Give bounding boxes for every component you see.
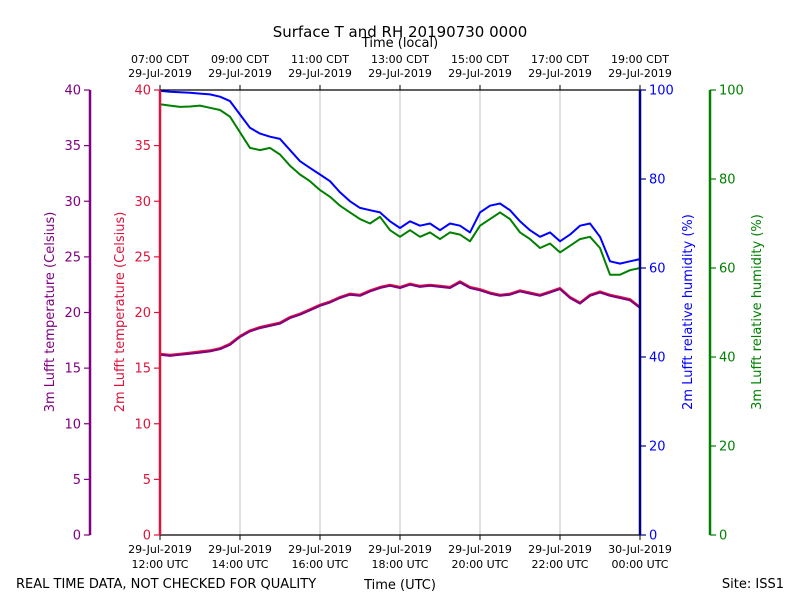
top-tick-date: 29-Jul-2019: [288, 67, 352, 80]
top-tick-date: 29-Jul-2019: [368, 67, 432, 80]
t3m-tick-label: 20: [64, 306, 81, 321]
top-tick-time: 07:00 CDT: [131, 53, 189, 66]
top-tick-time: 15:00 CDT: [451, 53, 509, 66]
bottom-tick-time: 00:00 UTC: [611, 558, 668, 571]
rh3m-tick-label: 20: [719, 440, 736, 455]
t3m-tick-label: 0: [73, 529, 81, 544]
rh2m-tick-label: 0: [649, 529, 657, 544]
t3m-tick-label: 5: [73, 473, 81, 488]
bottom-tick-time: 16:00 UTC: [291, 558, 348, 571]
rh2m-series-line: [159, 89, 641, 265]
rh2m-tick-label: 40: [649, 351, 666, 366]
t3m-series-line: [159, 281, 641, 357]
rh2m-tick-label: 20: [649, 440, 666, 455]
axes-layer: 29-Jul-2019 12:00 UTC 29-Jul-2019 14:00 UTC…: [64, 53, 743, 571]
top-tick-date: 29-Jul-2019: [128, 67, 192, 80]
rh3m-tick-label: 80: [719, 173, 736, 188]
rh2m-tick-label: 100: [649, 84, 674, 99]
top-axis-title: Time (local): [361, 36, 438, 51]
bottom-tick-date: 29-Jul-2019: [528, 543, 592, 556]
t3m-tick-label: 35: [64, 139, 81, 154]
rh3m-series-line: [159, 103, 641, 276]
bottom-axis-title: Time (UTC): [363, 578, 436, 593]
top-tick-date: 29-Jul-2019: [608, 67, 672, 80]
bottom-tick-date: 29-Jul-2019: [288, 543, 352, 556]
rh2m-tick-label: 80: [649, 173, 666, 188]
bottom-tick-time: 18:00 UTC: [371, 558, 428, 571]
chart-title: Surface T and RH 20190730 0000: [273, 23, 528, 41]
bottom-tick-date: 29-Jul-2019: [448, 543, 512, 556]
t2m-tick-label: 15: [134, 362, 151, 377]
t3m-tick-label: 40: [64, 84, 81, 99]
bottom-tick-date: 29-Jul-2019: [208, 543, 272, 556]
top-tick-date: 29-Jul-2019: [528, 67, 592, 80]
t2m-tick-label: 35: [134, 139, 151, 154]
top-tick-time: 17:00 CDT: [531, 53, 589, 66]
bottom-tick-time: 14:00 UTC: [211, 558, 268, 571]
t3m-tick-label: 30: [64, 195, 81, 210]
rh3m-tick-label: 60: [719, 262, 736, 277]
footer-site-label: Site: ISS1: [722, 577, 784, 592]
top-tick-date: 29-Jul-2019: [208, 67, 272, 80]
t3m-tick-label: 10: [64, 417, 81, 432]
t2m-tick-label: 30: [134, 195, 151, 210]
top-tick-time: 13:00 CDT: [371, 53, 429, 66]
t2m-tick-label: 5: [143, 473, 151, 488]
footer-quality-note: REAL TIME DATA, NOT CHECKED FOR QUALITY: [16, 577, 316, 592]
t2m-tick-label: 25: [134, 250, 151, 265]
t2m-tick-label: 0: [143, 529, 151, 544]
t3m-tick-label: 15: [64, 362, 81, 377]
t2m-tick-label: 40: [134, 84, 151, 99]
t3m-tick-label: 25: [64, 250, 81, 265]
bottom-tick-date: 29-Jul-2019: [368, 543, 432, 556]
series-layer: [159, 89, 641, 357]
t2m-axis-label: 2m Lufft temperature (Celsius): [113, 212, 128, 413]
rh3m-tick-label: 100: [719, 84, 744, 99]
rh2m-axis-label: 2m Lufft relative humidity (%): [681, 214, 696, 410]
rh3m-tick-label: 40: [719, 351, 736, 366]
top-tick-time: 09:00 CDT: [211, 53, 269, 66]
bottom-tick-time: 20:00 UTC: [451, 558, 508, 571]
rh3m-axis-label: 3m Lufft relative humidity (%): [750, 214, 765, 410]
rh3m-tick-label: 0: [719, 529, 727, 544]
bottom-tick-time: 22:00 UTC: [531, 558, 588, 571]
bottom-tick-date: 30-Jul-2019: [608, 543, 672, 556]
t3m-axis-label: 3m Lufft temperature (Celsius): [43, 212, 58, 413]
top-tick-time: 11:00 CDT: [291, 53, 349, 66]
t2m-tick-label: 10: [134, 417, 151, 432]
bottom-tick-time: 12:00 UTC: [131, 558, 188, 571]
top-tick-time: 19:00 CDT: [611, 53, 669, 66]
top-tick-date: 29-Jul-2019: [448, 67, 512, 80]
rh2m-tick-label: 60: [649, 262, 666, 277]
bottom-tick-date: 29-Jul-2019: [128, 543, 192, 556]
t2m-tick-label: 20: [134, 306, 151, 321]
gridlines: [239, 90, 561, 535]
